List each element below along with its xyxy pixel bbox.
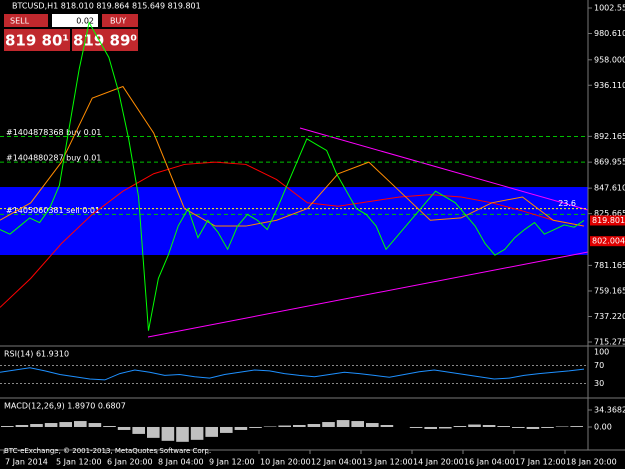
price-tick-label: 869.955 — [594, 158, 625, 167]
time-label: 9 Jan 12:00 — [209, 458, 255, 467]
trendline — [299, 127, 589, 211]
time-label: 6 Jan 20:00 — [107, 458, 153, 467]
order-label: #1404880287 buy 0.01 — [6, 154, 101, 163]
macd-bar — [1, 426, 14, 427]
price-marker-label: 819.801 — [592, 216, 625, 225]
macd-bar — [15, 425, 29, 427]
macd-bar — [220, 426, 233, 433]
macd-bar — [380, 425, 394, 427]
macd-bar — [249, 426, 262, 428]
macd-bar — [526, 426, 540, 429]
price-tick-label: 737.220 — [594, 312, 625, 321]
macd-bar — [322, 422, 335, 427]
macd-bar — [541, 426, 554, 428]
rsi-tick-label: 100 — [594, 348, 609, 357]
macd-bar — [293, 425, 306, 427]
time-label: 12 Jan 04:00 — [311, 458, 362, 467]
macd-bar — [439, 426, 452, 429]
bid-price[interactable]: 819 80¹ — [5, 32, 69, 50]
ask-price[interactable]: 819 89⁰ — [73, 32, 137, 50]
time-label: 8 Jan 04:00 — [158, 458, 204, 467]
order-label: #1405060381 sell 0.01 — [6, 206, 100, 215]
bid-box[interactable] — [4, 29, 70, 51]
macd-label: MACD(12,26,9) 1.8970 0.6807 — [4, 402, 126, 411]
price-tick-label: 958.000 — [594, 55, 625, 64]
time-label: 5 Jan 12:00 — [56, 458, 102, 467]
price-tick-label: 715.275 — [594, 338, 625, 347]
price-marker — [590, 215, 625, 226]
macd-bar — [453, 426, 467, 427]
macd-bar — [147, 426, 160, 438]
macd-tick-label: 34.3682 — [594, 406, 625, 415]
macd-bar — [30, 424, 43, 427]
ask-box[interactable] — [72, 29, 138, 51]
macd-bar — [176, 426, 189, 442]
lots-value[interactable]: 0.02 — [76, 17, 94, 26]
price-marker-label: 802.004 — [592, 237, 625, 246]
time-label: 16 Jan 04:00 — [464, 458, 515, 467]
macd-bar — [205, 426, 218, 437]
macd-bar — [190, 426, 204, 440]
macd-bar — [278, 425, 291, 427]
macd-bar — [103, 426, 116, 427]
time-label: 10 Jan 20:00 — [260, 458, 311, 467]
macd-bar — [161, 426, 175, 441]
rsi-tick-label: 30 — [594, 379, 604, 388]
price-tick-label: 1002.555 — [594, 4, 625, 13]
fib-label: 23.6 — [558, 199, 576, 208]
price-tick-label: 892.165 — [594, 132, 625, 141]
macd-bar — [570, 426, 583, 427]
copyright: BTC-eExchange, © 2001-2013, MetaQuotes S… — [4, 447, 211, 455]
zone — [0, 187, 588, 255]
trendline — [147, 251, 589, 338]
macd-tick-label: 0.00 — [594, 422, 612, 431]
sell-label[interactable]: SELL — [10, 17, 30, 26]
price-tick-label: 759.165 — [594, 286, 625, 295]
time-label: 18 Jan 20:00 — [566, 458, 617, 467]
ma-slow — [0, 161, 585, 308]
macd-bar — [512, 426, 525, 428]
rsi-line — [0, 367, 585, 381]
price-tick-label: 936.110 — [594, 81, 625, 90]
time-label: 17 Jan 12:00 — [515, 458, 566, 467]
macd-bar — [497, 426, 510, 427]
order-label: #1404878368 buy 0.01 — [6, 128, 101, 137]
buy-label[interactable]: BUY — [110, 17, 126, 26]
rsi-label: RSI(14) 61.9310 — [4, 350, 69, 359]
price-marker — [590, 236, 625, 247]
time-label: 14 Jan 20:00 — [413, 458, 464, 467]
ma-fast — [0, 85, 585, 227]
macd-bar — [409, 426, 423, 428]
macd-bar — [468, 424, 481, 427]
time-label: 7 Jan 2014 — [5, 458, 48, 467]
macd-bar — [117, 426, 131, 430]
macd-bar — [234, 426, 248, 430]
macd-bar — [132, 426, 145, 434]
rsi-tick-label: 70 — [594, 361, 604, 370]
buy-button[interactable] — [102, 14, 138, 27]
macd-bar — [307, 424, 321, 427]
macd-bar — [74, 421, 87, 427]
sell-button[interactable] — [4, 14, 48, 27]
lots-input[interactable] — [52, 14, 98, 27]
symbol-info: BTCUSD,H1 818.010 819.864 815.649 819.80… — [12, 2, 201, 11]
macd-bar — [424, 426, 437, 429]
macd-bar — [88, 423, 102, 427]
macd-bar — [366, 423, 379, 427]
time-label: 13 Jan 12:00 — [362, 458, 413, 467]
price-tick-label: 825.665 — [594, 209, 625, 218]
price-line — [0, 21, 585, 331]
price-tick-label: 980.610 — [594, 29, 625, 38]
price-tick-label: 847.610 — [594, 184, 625, 193]
price-tick-label: 781.165 — [594, 261, 625, 270]
macd-bar — [44, 423, 58, 427]
macd-bar — [59, 422, 72, 427]
macd-bar — [482, 425, 496, 427]
macd-bar — [336, 420, 350, 427]
macd-bar — [351, 421, 364, 427]
